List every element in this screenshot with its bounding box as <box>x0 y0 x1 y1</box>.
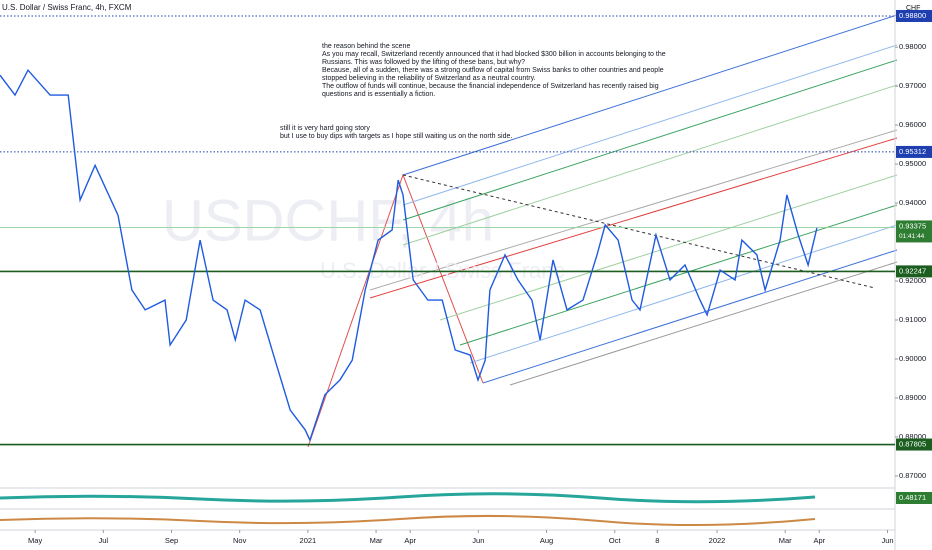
x-tick-label: Apr <box>404 536 416 545</box>
fork-line <box>402 44 898 206</box>
x-tick-label: 2021 <box>300 536 317 545</box>
note: the reason behind the scene <box>322 43 410 50</box>
y-tick-label: 0.88000 <box>899 432 926 441</box>
note: still it is very hard going story <box>280 125 370 132</box>
y-tick-label: 0.94000 <box>899 198 926 207</box>
note: Because, all of a sudden, there was a st… <box>322 67 664 74</box>
y-tick-label: 0.91000 <box>899 315 926 324</box>
y-tick-label: 0.90000 <box>899 354 926 363</box>
level-label: 0.92247 <box>899 266 926 275</box>
y-tick-label: 0.97000 <box>899 81 926 90</box>
currency: CHF <box>906 5 920 12</box>
level-tag <box>896 438 932 451</box>
x-tick-label: May <box>28 536 42 545</box>
note: Russians. This was followed by the lifti… <box>322 59 525 66</box>
y-tick-label: 0.98000 <box>899 42 926 51</box>
level-label: 0.98800 <box>899 11 926 20</box>
indicator-hist <box>0 492 816 504</box>
trend-line <box>402 174 876 289</box>
y-tick-label: 0.92000 <box>899 276 926 285</box>
watermark-sub: U.S. Dollar / Swiss Franc <box>320 258 565 283</box>
level-label: 0.95312 <box>899 147 926 156</box>
x-tick-label: Mar <box>370 536 383 545</box>
fork-line <box>369 129 898 291</box>
fork-line <box>509 261 898 386</box>
y-tick-label: 0.95000 <box>899 159 926 168</box>
note: As you may recall, Switzerland recently … <box>322 51 666 58</box>
last-price-tag <box>896 220 932 243</box>
countdown: 01:41:44 <box>899 233 925 240</box>
x-tick-label: Apr <box>813 536 825 545</box>
fork-line <box>459 204 898 346</box>
note: questions and is essentially a fiction. <box>322 91 435 98</box>
fork-line <box>402 14 898 176</box>
x-tick-label: Jun <box>881 536 893 545</box>
indicator-tag <box>896 492 932 504</box>
fork-line <box>439 174 898 321</box>
note: The outflow of funds will continue, beca… <box>322 83 659 90</box>
level-tag <box>896 145 932 158</box>
fork-line <box>402 84 898 246</box>
fork-line <box>402 59 898 221</box>
x-tick-label: Oct <box>609 536 622 545</box>
price-line <box>0 68 818 443</box>
level-tag <box>896 9 932 22</box>
note: stopped believing in the reliability of … <box>322 75 536 82</box>
fork-line <box>469 224 898 364</box>
y-tick-label: 0.87000 <box>899 471 926 480</box>
x-tick-label: Aug <box>540 536 553 545</box>
x-tick-label: Sep <box>165 536 178 545</box>
level-label: 0.87805 <box>899 440 926 449</box>
chart-title: U.S. Dollar / Swiss Franc, 4h, FXCM <box>2 3 132 12</box>
watermark: USDCHF, 4h <box>162 188 494 253</box>
y-tick-label: 0.96000 <box>899 120 926 129</box>
x-tick-label: Jun <box>472 536 484 545</box>
indicator-line <box>0 514 816 527</box>
x-tick-label: 2022 <box>709 536 726 545</box>
note: but I use to buy dips with targets as I … <box>280 133 512 140</box>
indicator-label: 0.48171 <box>899 493 926 502</box>
last-price-label: 0.93375 <box>899 221 926 230</box>
x-tick-label: Jul <box>99 536 109 545</box>
x-tick-label: Nov <box>233 536 247 545</box>
x-tick-label: Mar <box>779 536 792 545</box>
y-tick-label: 0.89000 <box>899 393 926 402</box>
level-tag <box>896 265 932 278</box>
x-tick-label: 8 <box>655 536 659 545</box>
